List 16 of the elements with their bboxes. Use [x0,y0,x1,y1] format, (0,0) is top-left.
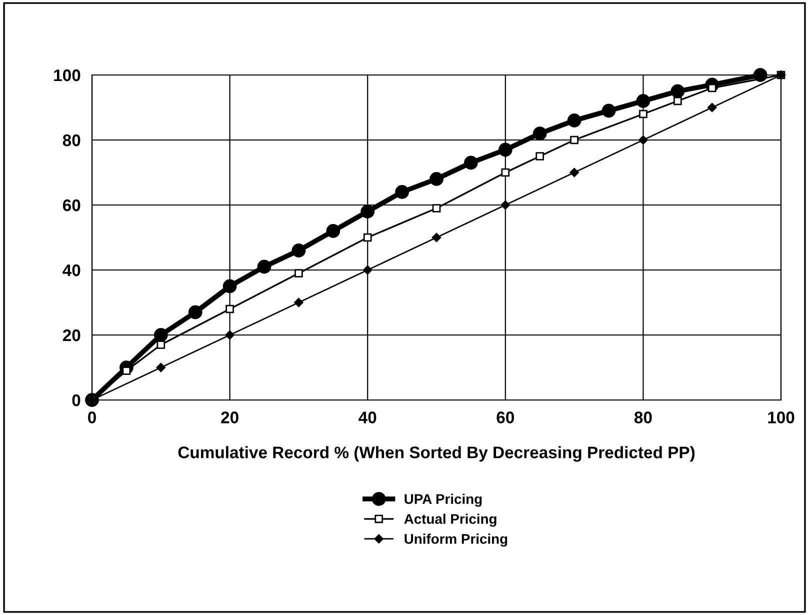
y-tick-label: 0 [72,394,80,406]
x-tick-label: 0 [88,412,96,424]
x-tick-label: 60 [496,412,514,424]
x-tick-label: 20 [221,412,238,424]
y-tick-label: 40 [62,264,80,276]
legend-label: UPA Pricing [404,494,482,507]
y-tick-label: 20 [62,329,80,342]
y-tick-label: 80 [62,134,80,146]
legend-label: Actual Pricing [404,514,496,527]
y-tick-label: 60 [62,199,80,212]
x-tick-label: 40 [358,412,376,424]
y-tick-label: 100 [54,69,80,82]
x-tick-label: 80 [634,412,652,424]
legend-label: Uniform Pricing [404,534,508,547]
x-axis-title: Cumulative Record % (When Sorted By Decreasing Predicted PP) [178,446,695,462]
x-tick-label: 100 [768,412,794,424]
